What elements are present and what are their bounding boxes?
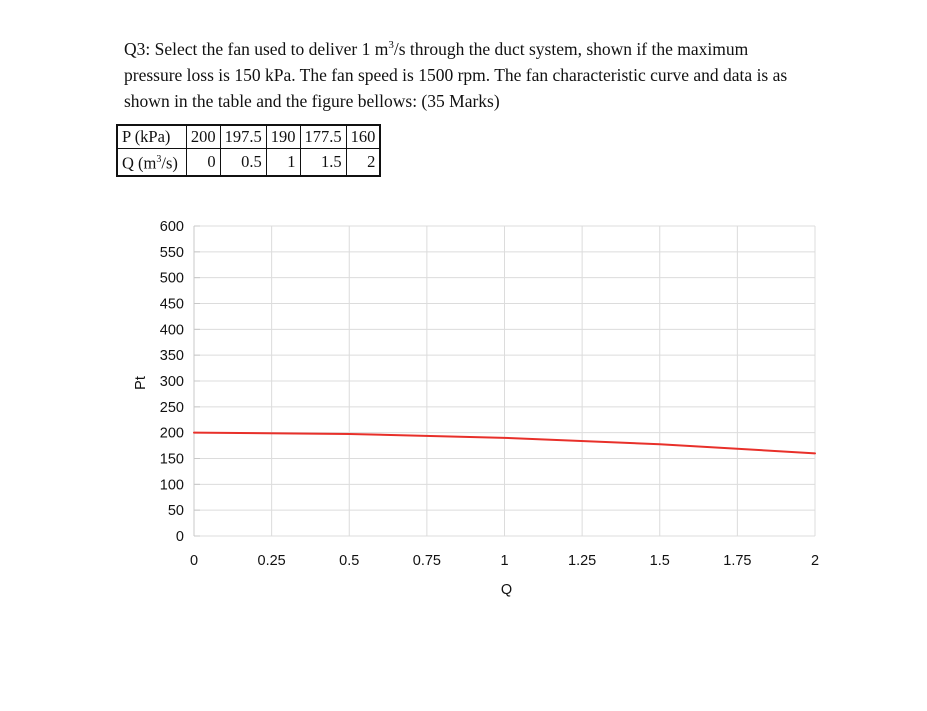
question-line-1-start: Q3: Select the fan used to deliver 1 m (124, 38, 389, 59)
question-line-2: pressure loss is 150 kPa. The fan speed … (124, 64, 788, 85)
x-tick-label: 0 (190, 553, 198, 569)
y-tick-label: 0 (176, 529, 184, 545)
question-text: Q3: Select the fan used to deliver 1 m3/… (124, 32, 884, 114)
flow-header-end: /s) (161, 153, 178, 173)
y-tick-label: 600 (160, 219, 184, 235)
y-tick-label: 500 (160, 271, 184, 287)
x-tick-label: 0.75 (413, 553, 441, 569)
y-tick-label: 350 (160, 348, 184, 364)
flow-header-superscript: 3 (156, 154, 162, 165)
x-tick-label: 1.75 (723, 553, 751, 569)
x-tick-label: 0.5 (339, 553, 359, 569)
x-tick-label: 1.25 (568, 553, 596, 569)
flow-value: 1.5 (299, 148, 347, 177)
fan-data-table: P (kPa) 200 197.5 190 177.5 160 Q (m3/s)… (115, 124, 382, 177)
flow-value: 0 (185, 148, 221, 177)
question-line-1-end: /s through the duct system, shown if the… (393, 38, 749, 59)
x-tick-label: 1 (500, 553, 508, 569)
x-tick-label: 2 (811, 553, 819, 569)
pressure-header: P (kPa) (115, 124, 187, 149)
y-tick-label: 50 (168, 503, 184, 519)
x-axis-label: Q (501, 582, 512, 598)
y-tick-label: 250 (160, 400, 184, 416)
pressure-value: 197.5 (219, 124, 267, 149)
chart-series (193, 431, 816, 455)
pressure-value: 177.5 (299, 124, 347, 149)
flow-value: 2 (345, 148, 382, 177)
pressure-value: 190 (265, 124, 301, 149)
y-tick-label: 200 (160, 426, 184, 442)
x-tick-label: 0.25 (258, 553, 286, 569)
flow-header: Q (m3/s) (115, 148, 187, 177)
question-line-1: Q3: Select the fan used to deliver 1 m3/… (124, 32, 884, 62)
chart-grid (193, 225, 816, 537)
cubic-superscript: 3 (388, 39, 394, 51)
flow-value: 0.5 (219, 148, 267, 177)
question-line-3: shown in the table and the figure bellow… (124, 90, 500, 111)
y-axis-label: Pt (133, 376, 149, 390)
flow-row: Q (m3/s) 0 0.5 1 1.5 2 (115, 148, 382, 177)
y-tick-label: 400 (160, 322, 184, 338)
y-tick-label: 150 (160, 452, 184, 468)
y-tick-label: 450 (160, 297, 184, 313)
flow-value: 1 (265, 148, 301, 177)
y-tick-label: 550 (160, 245, 184, 261)
flow-header-start: Q (m (122, 153, 157, 173)
y-tick-label: 300 (160, 374, 184, 390)
chart-ticks: 0 50 100 150 200 250 300 350 400 450 500 550 600 0 0.2… (160, 219, 819, 569)
y-tick-label: 100 (160, 477, 184, 493)
x-tick-label: 1.5 (650, 553, 670, 569)
